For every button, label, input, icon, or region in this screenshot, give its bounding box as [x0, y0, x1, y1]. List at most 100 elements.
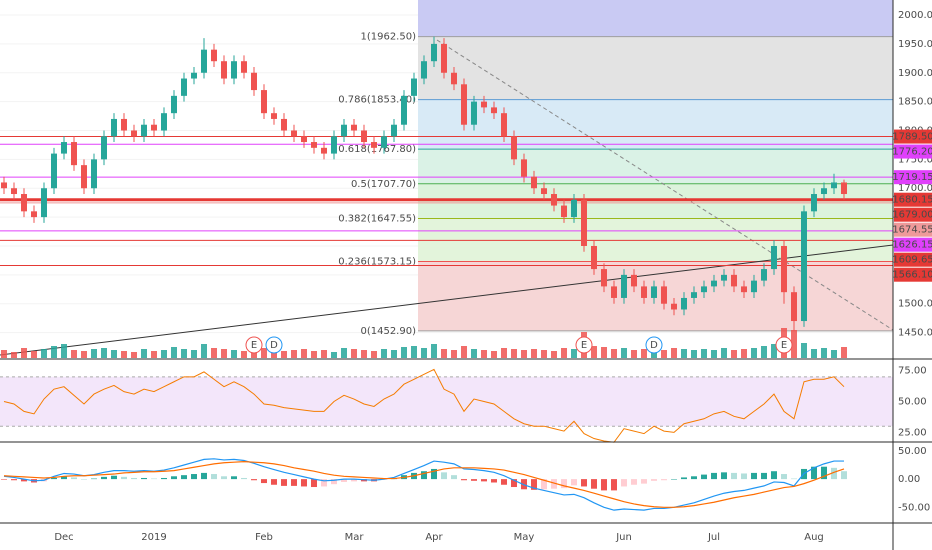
x-tick-label: Dec: [54, 532, 73, 543]
fib-level-label: 0.382(1647.55): [338, 214, 416, 225]
macd-histogram-bar: [631, 479, 637, 485]
price-label: 1680.15: [892, 195, 932, 206]
macd-histogram-bar: [781, 474, 787, 480]
candle-body: [731, 274, 737, 287]
y-tick-label: 2000.00: [898, 10, 932, 21]
event-label: E: [251, 340, 257, 351]
price-label: 1674.55: [892, 225, 932, 236]
volume-bar: [281, 351, 287, 358]
volume-bar: [61, 344, 67, 358]
candle-body: [661, 286, 667, 304]
macd-histogram-bar: [191, 474, 197, 480]
volume-bar: [741, 349, 747, 358]
x-tick-label: Apr: [425, 532, 443, 543]
volume-bar: [791, 330, 797, 358]
event-label: D: [650, 340, 658, 351]
macd-histogram-bar: [231, 476, 237, 480]
price-label: 1776.20: [892, 147, 932, 158]
volume-bar: [651, 351, 657, 358]
macd-histogram-bar: [771, 471, 777, 480]
candle-body: [821, 188, 827, 195]
macd-histogram-bar: [311, 479, 317, 488]
candle-body: [551, 194, 557, 206]
volume-bar: [11, 352, 17, 358]
macd-histogram-bar: [611, 479, 617, 491]
volume-bar: [411, 346, 417, 358]
price-label-box: [894, 192, 932, 207]
volume-bar: [301, 349, 307, 358]
price-label: 1789.50: [892, 132, 932, 143]
candle-body: [321, 147, 327, 154]
volume-bar: [431, 344, 437, 358]
volume-bar: [501, 348, 507, 358]
macd-histogram-bar: [701, 474, 707, 480]
price-label-box: [894, 170, 932, 185]
price-label-box: [894, 267, 932, 282]
volume-bar: [571, 349, 577, 358]
candle-body: [801, 211, 807, 322]
candle-body: [11, 188, 17, 195]
volume-bar: [311, 351, 317, 358]
volume-bar: [611, 349, 617, 358]
fib-level-label: 0(1452.90): [360, 326, 416, 337]
volume-bar: [621, 348, 627, 358]
volume-bar: [451, 350, 457, 358]
price-label-box: [894, 144, 932, 159]
volume-bar: [151, 351, 157, 358]
macd-histogram-bar: [721, 472, 727, 480]
y-tick-label: 1500.00: [898, 299, 932, 310]
y-tick-label: 1950.00: [898, 39, 932, 50]
candle-body: [491, 107, 497, 114]
price-label-box: [894, 222, 932, 237]
fib-level-label: 0.618(1767.80): [338, 144, 416, 155]
candle-body: [21, 194, 27, 212]
macd-line: [3, 458, 844, 511]
macd-histogram-bar: [291, 479, 297, 486]
macd-histogram-bar: [551, 479, 557, 489]
y-tick-label: 1700.00: [898, 183, 932, 194]
candle-body: [781, 245, 787, 293]
candle-body: [101, 136, 107, 160]
volume-bar: [751, 348, 757, 358]
macd-histogram-bar: [121, 476, 127, 480]
volume-bar: [291, 350, 297, 358]
x-tick-label: Aug: [804, 532, 824, 543]
candle-body: [271, 113, 277, 119]
volume-bar: [141, 349, 147, 358]
macd-histogram-bar: [471, 479, 477, 481]
macd-histogram-bar: [51, 477, 57, 480]
volume-bar: [591, 346, 597, 358]
candle-body: [41, 188, 47, 218]
macd-line: [3, 461, 845, 508]
volume-bar: [771, 344, 777, 358]
volume-bar: [371, 351, 377, 358]
volume-bar: [421, 348, 427, 358]
volume-bar: [441, 349, 447, 358]
macd-histogram-bar: [831, 467, 837, 480]
volume-bar: [161, 350, 167, 358]
volume-bar: [211, 348, 217, 358]
macd-histogram-bar: [181, 475, 187, 480]
volume-bar: [271, 350, 277, 358]
candle-body: [361, 130, 367, 143]
volume-bar: [131, 352, 137, 358]
volume-bar: [401, 347, 407, 358]
candle-body: [431, 43, 437, 62]
macd-histogram-bar: [761, 472, 767, 480]
volume-bar: [491, 351, 497, 358]
macd-histogram-bar: [21, 479, 27, 482]
volume-bar: [181, 349, 187, 358]
candle-body: [421, 61, 427, 79]
macd-histogram-bar: [321, 479, 327, 487]
x-tick-label: Jul: [707, 532, 720, 543]
macd-histogram-bar: [431, 468, 437, 480]
candle-body: [411, 78, 417, 96]
macd-histogram-bar: [561, 479, 567, 489]
macd-histogram-bar: [731, 472, 737, 480]
volume-bar: [31, 351, 37, 358]
volume-bar: [81, 351, 87, 358]
macd-histogram-bar: [481, 479, 487, 482]
price-label-box: [894, 129, 932, 144]
price-label-box: [894, 252, 932, 267]
